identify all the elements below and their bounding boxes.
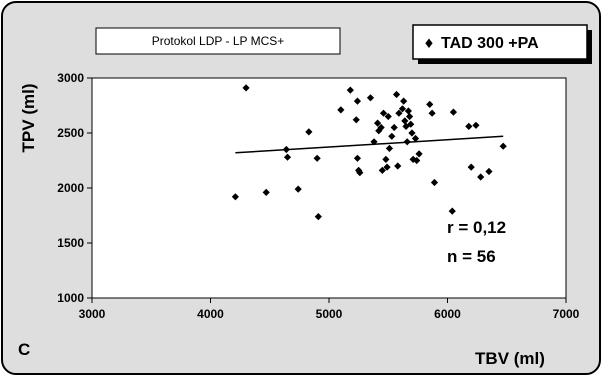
data-point xyxy=(283,153,292,161)
x-tick-label: 7000 xyxy=(553,307,580,321)
data-point xyxy=(346,86,354,94)
protocol-label: Protokol LDP - LP MCS+ xyxy=(152,34,285,48)
data-point xyxy=(353,97,362,105)
data-point xyxy=(448,207,456,215)
data-point xyxy=(398,105,407,113)
data-point xyxy=(352,116,360,124)
data-point xyxy=(402,122,410,130)
data-point xyxy=(405,112,414,121)
data-point xyxy=(378,166,386,174)
data-point xyxy=(242,84,250,92)
data-point xyxy=(314,213,322,221)
sample-size-n: n = 56 xyxy=(447,247,496,266)
data-points xyxy=(231,84,507,221)
data-point xyxy=(449,108,458,116)
data-point xyxy=(465,122,473,130)
data-point xyxy=(395,109,403,117)
data-point xyxy=(392,90,401,99)
data-point xyxy=(231,193,239,201)
data-point xyxy=(379,109,388,117)
data-point xyxy=(373,119,382,127)
data-point xyxy=(428,109,436,117)
data-point xyxy=(384,112,392,121)
data-point xyxy=(472,121,480,129)
data-point xyxy=(390,123,398,132)
x-tick-label: 6000 xyxy=(434,307,461,321)
legend-label: TAD 300 +PA xyxy=(441,35,539,52)
data-point xyxy=(485,167,493,176)
data-point xyxy=(408,129,416,137)
data-point xyxy=(383,163,391,171)
data-point xyxy=(403,138,411,146)
data-point xyxy=(413,156,421,165)
data-point xyxy=(499,142,507,150)
legend-marker-icon: ♦ xyxy=(423,37,435,52)
legend-box xyxy=(412,24,588,60)
y-tick-label: 1500 xyxy=(57,236,84,250)
data-point xyxy=(366,94,375,102)
data-point xyxy=(388,132,396,140)
y-tick-label: 3000 xyxy=(57,71,84,85)
data-point xyxy=(467,163,475,171)
trendline xyxy=(235,135,504,154)
data-point xyxy=(385,144,394,152)
x-tick-label: 3000 xyxy=(79,307,106,321)
y-tick-label: 2500 xyxy=(57,126,84,140)
data-point xyxy=(382,155,390,163)
data-point xyxy=(370,138,378,146)
data-point xyxy=(400,97,408,105)
data-point xyxy=(401,117,409,125)
x-tick-label: 5000 xyxy=(316,307,343,321)
panel-letter: C xyxy=(18,340,30,359)
plot-area xyxy=(91,77,567,299)
correlation-r: r = 0,12 xyxy=(447,218,506,237)
data-point xyxy=(282,145,290,154)
data-point xyxy=(305,128,313,136)
data-point xyxy=(353,154,362,162)
data-point xyxy=(430,178,439,187)
data-point xyxy=(313,154,321,162)
y-axis-title: TPV (ml) xyxy=(19,84,38,153)
y-tick-label: 1000 xyxy=(57,291,84,305)
data-point xyxy=(394,162,402,170)
data-point xyxy=(477,173,485,181)
y-tick-label: 2000 xyxy=(57,181,84,195)
data-point xyxy=(337,106,345,114)
protocol-box xyxy=(95,27,341,55)
data-point xyxy=(294,185,302,193)
data-point xyxy=(411,134,420,143)
data-point xyxy=(415,150,423,158)
data-point xyxy=(356,169,364,177)
data-point xyxy=(426,100,434,108)
data-point xyxy=(262,188,270,196)
x-axis-title: TBV (ml) xyxy=(475,349,545,368)
data-point xyxy=(375,127,383,135)
trendline-group xyxy=(235,135,504,154)
axis-ticks: 1000 1500 2000 2500 3000 3000 4000 5000 6000 7000 xyxy=(57,71,579,321)
data-point xyxy=(407,120,415,128)
data-point xyxy=(404,107,412,115)
x-tick-label: 4000 xyxy=(197,307,224,321)
data-point xyxy=(377,123,385,132)
